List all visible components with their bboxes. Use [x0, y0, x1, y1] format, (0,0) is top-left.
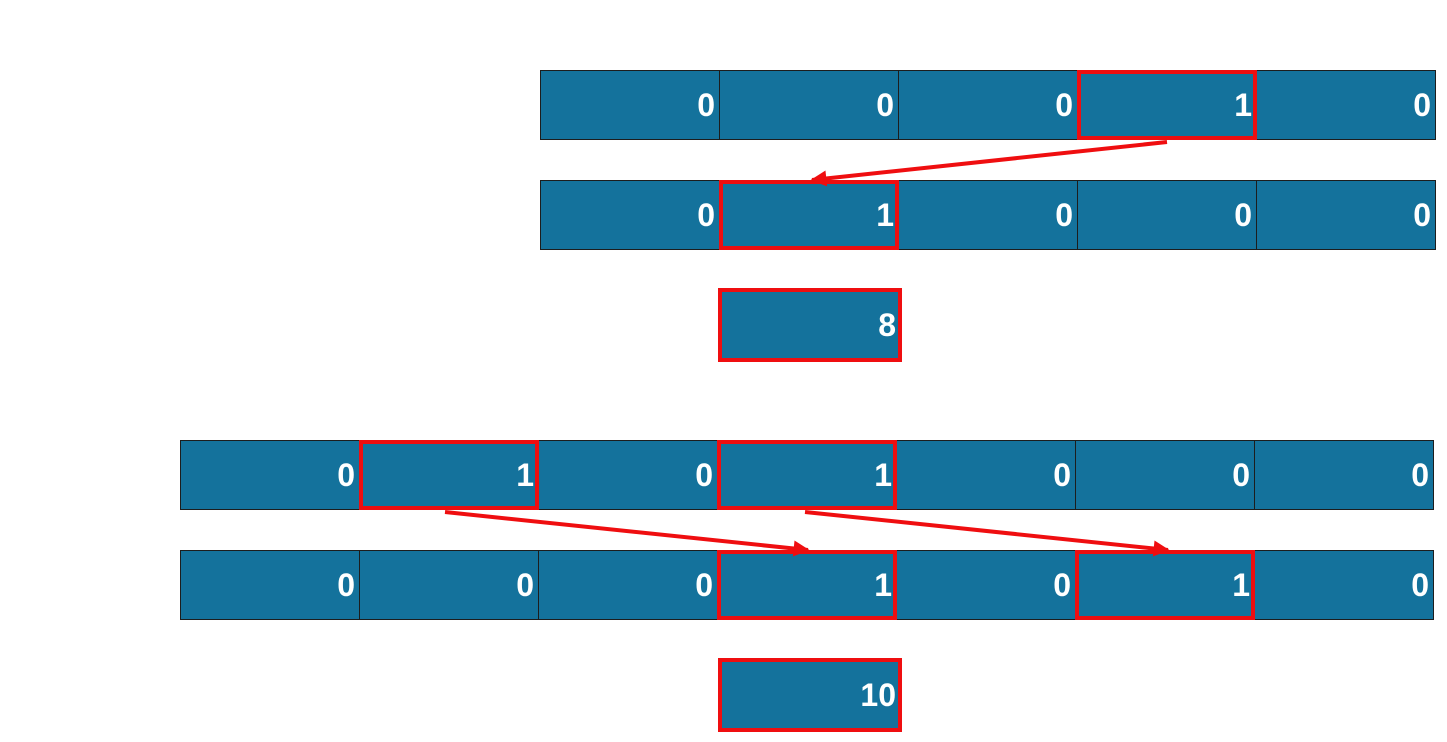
bit-cell: 0 — [898, 70, 1078, 140]
bit-cell-highlighted: 1 — [1075, 550, 1255, 620]
bit-cell: 0 — [1256, 70, 1436, 140]
bit-cell: 0 — [180, 440, 360, 510]
bit-cell: 0 — [1077, 180, 1257, 250]
bit-cell-highlighted: 1 — [717, 550, 897, 620]
bit-cell: 0 — [719, 70, 899, 140]
shift-arrow-2 — [444, 510, 810, 557]
example1-top-row: 0 0 0 1 0 — [540, 70, 1436, 140]
shift-arrow-3 — [804, 510, 1170, 557]
example1-shifted-row: 0 1 0 0 0 — [540, 180, 1436, 250]
shift-arrow-1 — [810, 140, 1168, 187]
example2-shifted-row: 0 0 0 1 0 1 0 — [180, 550, 1434, 620]
example2-top-row: 0 1 0 1 0 0 0 — [180, 440, 1434, 510]
bit-cell: 0 — [1256, 180, 1436, 250]
bit-cell: 0 — [896, 440, 1076, 510]
bit-cell: 0 — [1254, 550, 1434, 620]
example1-result-box: 8 — [718, 288, 902, 362]
bit-cell: 0 — [1254, 440, 1434, 510]
bit-cell: 0 — [540, 180, 720, 250]
bit-cell: 0 — [898, 180, 1078, 250]
bit-cell: 0 — [896, 550, 1076, 620]
bit-cell-highlighted: 1 — [1077, 70, 1257, 140]
bit-cell: 0 — [538, 550, 718, 620]
bit-cell-highlighted: 1 — [717, 440, 897, 510]
bit-cell: 0 — [359, 550, 539, 620]
example2-result-box: 10 — [718, 658, 902, 732]
bit-cell: 0 — [1075, 440, 1255, 510]
bit-cell: 0 — [180, 550, 360, 620]
bit-cell-highlighted: 1 — [359, 440, 539, 510]
bit-cell-highlighted: 1 — [719, 180, 899, 250]
bit-cell: 0 — [540, 70, 720, 140]
bit-cell: 0 — [538, 440, 718, 510]
